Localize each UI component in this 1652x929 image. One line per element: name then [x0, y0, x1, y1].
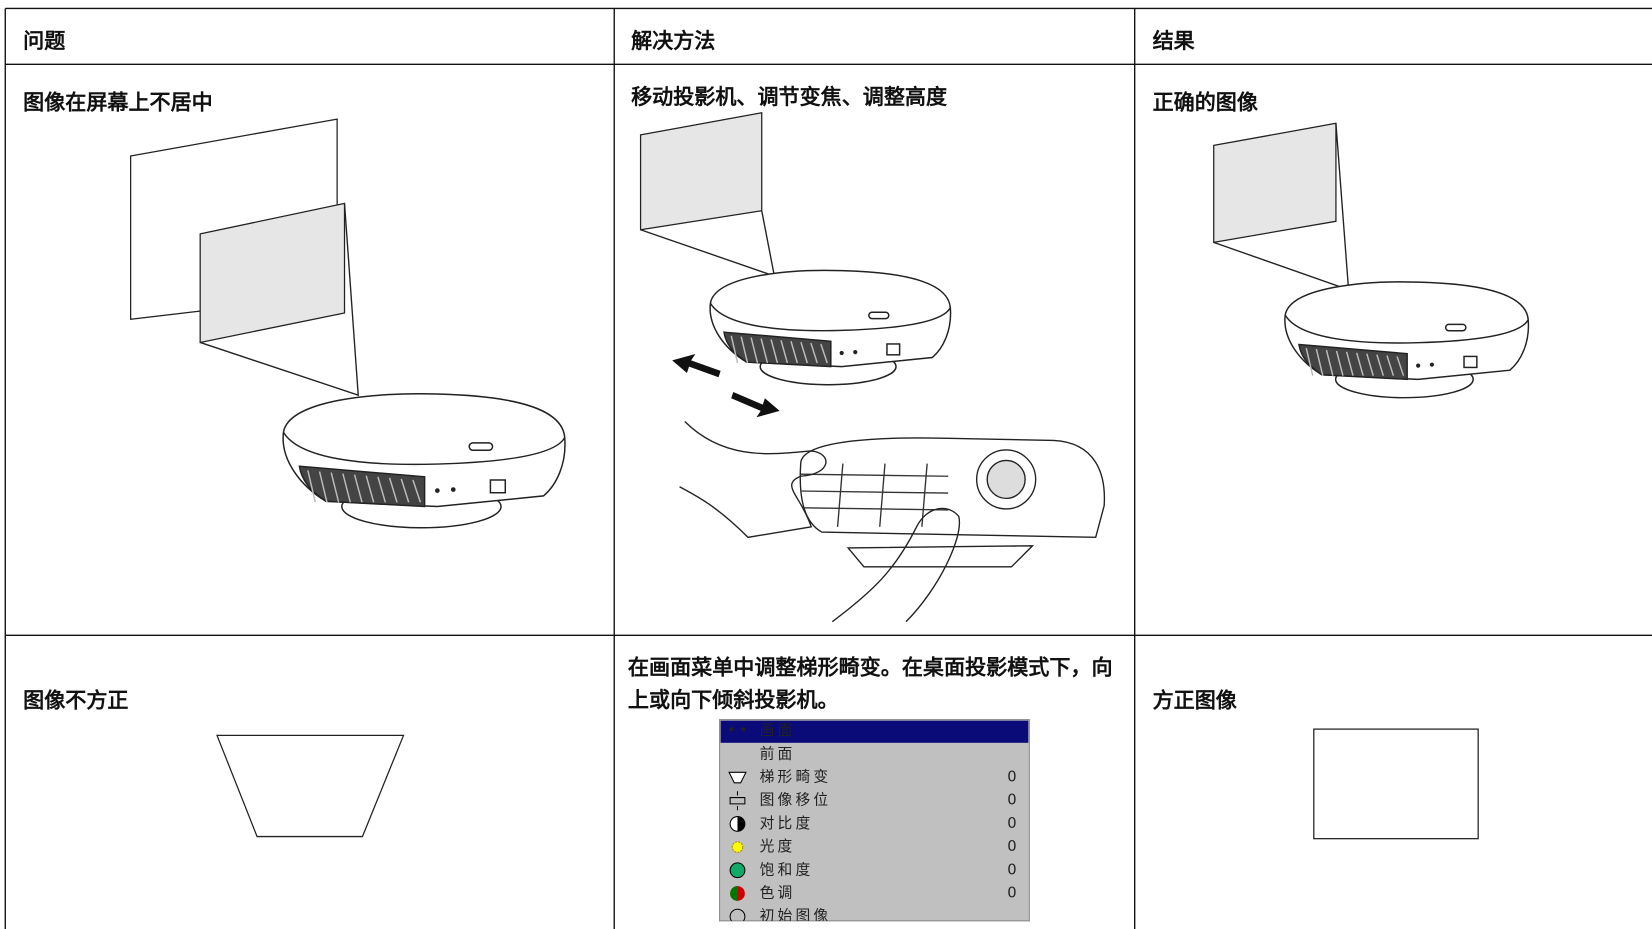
- cell-text: 在画面菜单中调整梯形畸变。在桌面投影模式下，向上或向下倾斜投影机。: [627, 654, 1113, 713]
- menu-value: 0: [1007, 769, 1020, 786]
- menu-icon: [729, 862, 746, 879]
- illustration: [130, 112, 1479, 840]
- projector-button: [1444, 323, 1467, 332]
- menu-icon: [731, 841, 744, 853]
- grille-line: [330, 472, 340, 503]
- grille-line: [1386, 355, 1395, 376]
- menu-icon: [728, 771, 747, 784]
- grille-line: [353, 474, 363, 503]
- projector: [709, 269, 952, 386]
- menu-icon: [729, 908, 746, 921]
- projector-led: [839, 350, 844, 356]
- menu-value: 0: [1007, 815, 1020, 832]
- header-cell: 问题: [23, 28, 66, 53]
- projector-port: [489, 479, 507, 494]
- projector-button: [868, 311, 890, 320]
- grille-line: [780, 340, 789, 364]
- cell-text: 图像在屏幕上不居中: [23, 89, 213, 114]
- grille-line: [810, 342, 818, 364]
- projector-led: [1429, 362, 1435, 367]
- cell-text: 图像不方正: [23, 688, 128, 713]
- grille-line: [1366, 353, 1374, 376]
- grille-line: [412, 479, 422, 503]
- cell-text: 移动投影机、调节变焦、调整高度: [631, 84, 948, 109]
- grille-line: [730, 335, 739, 364]
- table-borders: [4, 7, 1652, 929]
- projector-led: [1416, 363, 1421, 368]
- projector-port: [886, 343, 901, 356]
- grille-line: [1335, 350, 1344, 376]
- menu-label: 图像移位: [760, 792, 832, 809]
- menu-label: 色调: [760, 884, 796, 901]
- menu-label: 梯形畸变: [760, 769, 832, 786]
- menu-value: 0: [1007, 861, 1020, 878]
- projector-top: [1284, 314, 1529, 344]
- grille-line: [307, 470, 317, 503]
- hand-projector: [679, 420, 1106, 623]
- grille-line: [400, 478, 410, 503]
- projector-led: [435, 488, 440, 493]
- cell-text: 方正图像: [1153, 688, 1238, 713]
- grille-line: [760, 338, 769, 364]
- grille-line: [770, 339, 779, 364]
- grille-line: [740, 336, 749, 364]
- menu-label: 初始图像: [760, 908, 832, 925]
- menu-icon: [730, 886, 738, 901]
- grille-line: [365, 475, 375, 503]
- menu-label: 对比度: [760, 815, 814, 832]
- grille-line: [790, 341, 799, 364]
- grille-line: [388, 477, 398, 503]
- grille-line: [342, 473, 352, 503]
- grille-line: [1315, 348, 1324, 376]
- menu-label: 前面: [760, 745, 796, 762]
- grille-line: [1376, 354, 1385, 376]
- projector-top: [709, 302, 951, 332]
- grille-line: [800, 341, 808, 364]
- grille-line: [750, 337, 759, 364]
- grille-line: [377, 476, 387, 503]
- menu-marker: ••: [727, 722, 751, 739]
- projector-led: [853, 350, 858, 355]
- grille-line: [1305, 348, 1314, 376]
- projector: [282, 392, 566, 529]
- projector: [1284, 281, 1530, 399]
- projector-port: [1463, 355, 1478, 369]
- grille-line: [820, 343, 828, 364]
- menu-icon: [737, 816, 745, 832]
- projector-led: [450, 487, 456, 492]
- grille-line: [1345, 351, 1354, 376]
- menu-label: 光度: [760, 838, 796, 855]
- grille-line: [1325, 349, 1334, 376]
- cell-text: 正确的图像: [1153, 89, 1259, 114]
- menu-value: 0: [1007, 884, 1020, 901]
- menu-icon: [729, 791, 746, 811]
- menu-value: 0: [1007, 838, 1020, 855]
- menu-label: 画面: [760, 722, 796, 739]
- grille-line: [318, 471, 328, 503]
- projector-button: [468, 442, 494, 452]
- header-cell: 解决方法: [631, 28, 715, 53]
- projector-top: [282, 431, 566, 466]
- menu-label: 饱和度: [760, 861, 814, 878]
- grille-line: [1356, 352, 1364, 376]
- grille-line: [1396, 356, 1405, 376]
- menu-value: 0: [1007, 792, 1020, 809]
- menu-highlight: [720, 720, 1029, 743]
- header-cell: 结果: [1153, 28, 1195, 53]
